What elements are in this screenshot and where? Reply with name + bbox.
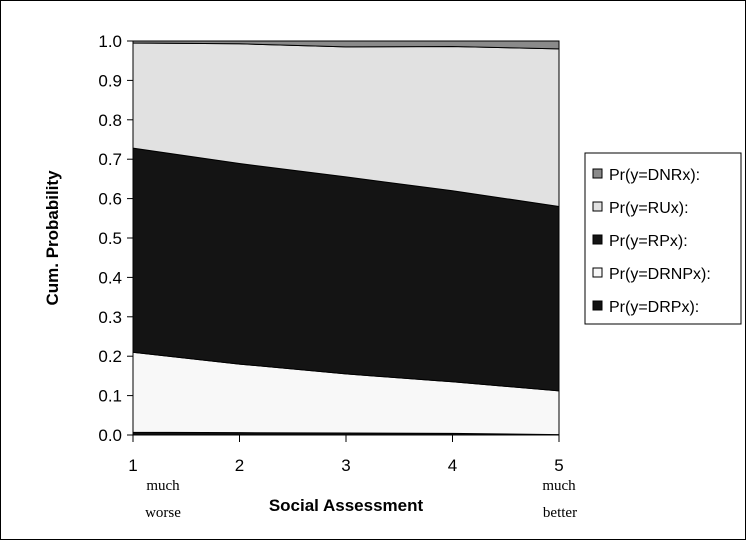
- y-tick-label: 1.0: [98, 32, 122, 51]
- area-series-5: [132, 40, 560, 50]
- x-tick-label: 5: [554, 456, 563, 475]
- y-tick-label: 0.0: [98, 426, 122, 445]
- x-end-note-right-line1: much: [542, 478, 576, 494]
- x-axis-title: Social Assessment: [269, 496, 424, 515]
- x-tick-label: 3: [341, 456, 350, 475]
- y-axis-ticks: 0.0 0.1 0.2 0.3 0.4 0.5 0.6 0.7 0.8 0.9 1.0: [98, 32, 133, 445]
- y-tick-label: 0.1: [98, 387, 122, 406]
- y-tick-label: 0.8: [98, 111, 122, 130]
- y-tick-label: 0.5: [98, 229, 122, 248]
- x-end-note-left-line1: much: [146, 478, 180, 494]
- legend-label: Pr(y=DRPx):: [609, 299, 699, 316]
- legend-swatch: [592, 168, 603, 179]
- x-end-note-right-line2: better: [543, 505, 577, 521]
- x-tick-label: 4: [448, 456, 457, 475]
- y-tick-label: 0.9: [98, 71, 122, 90]
- x-tick-label: 1: [128, 456, 137, 475]
- x-end-note-left-line2: worse: [145, 505, 181, 521]
- legend-label: Pr(y=DNRx):: [609, 167, 700, 184]
- legend-swatch: [592, 267, 603, 278]
- legend-swatch: [592, 300, 603, 311]
- x-axis-ticks: 1 2 3 4 5: [128, 435, 564, 475]
- legend: Pr(y=DNRx): Pr(y=RUx): Pr(y=RPx): Pr(y=DRNP…: [584, 152, 742, 325]
- stacked-areas: [132, 40, 560, 436]
- y-tick-label: 0.6: [98, 190, 122, 209]
- y-tick-label: 0.7: [98, 150, 122, 169]
- y-tick-label: 0.3: [98, 308, 122, 327]
- y-tick-label: 0.2: [98, 347, 122, 366]
- legend-label: Pr(y=RPx):: [609, 233, 688, 250]
- x-tick-label: 2: [235, 456, 244, 475]
- y-axis-title: Cum. Probability: [43, 170, 62, 306]
- legend-label: Pr(y=DRNPx):: [609, 266, 711, 283]
- legend-box: [584, 152, 742, 325]
- y-tick-label: 0.4: [98, 268, 122, 287]
- legend-swatch: [592, 201, 603, 212]
- legend-label: Pr(y=RUx):: [609, 200, 689, 217]
- legend-swatch: [592, 234, 603, 245]
